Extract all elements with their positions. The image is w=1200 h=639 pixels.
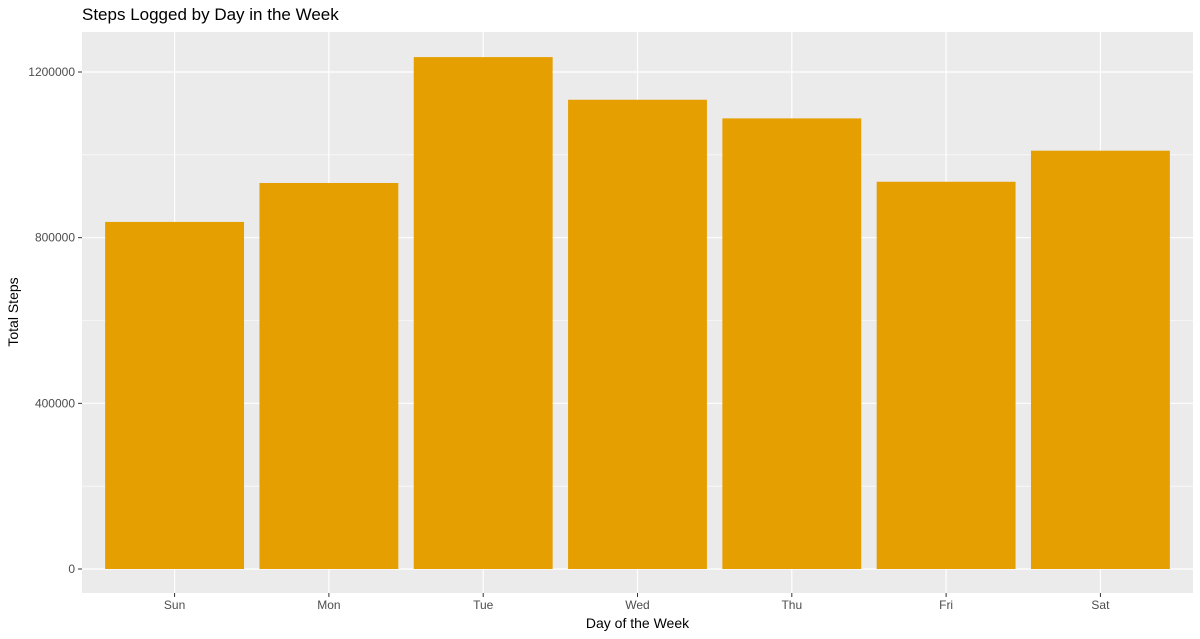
y-axis-title: Total Steps <box>5 277 21 346</box>
chart-title: Steps Logged by Day in the Week <box>82 5 339 24</box>
bars <box>105 57 1170 570</box>
x-tick-label: Mon <box>317 598 340 612</box>
bar-thu <box>722 118 862 570</box>
y-tick-label: 0 <box>68 562 75 576</box>
y-tick-label: 1200000 <box>28 65 75 79</box>
bar-wed <box>568 99 707 569</box>
x-tick-label: Tue <box>473 598 494 612</box>
x-tick-label: Thu <box>781 598 802 612</box>
bar-mon <box>259 182 399 569</box>
y-axis: 0 400000 800000 1200000 <box>28 65 82 576</box>
bar-fri <box>876 181 1016 570</box>
x-tick-label: Wed <box>625 598 649 612</box>
x-axis-title: Day of the Week <box>586 615 690 631</box>
x-axis: Sun Mon Tue Wed Thu Fri Sat <box>164 593 1110 612</box>
x-tick-label: Fri <box>939 598 953 612</box>
y-tick-label: 800000 <box>35 231 75 245</box>
x-tick-label: Sat <box>1091 598 1110 612</box>
bar-tue <box>413 57 553 570</box>
x-tick-label: Sun <box>164 598 185 612</box>
bar-sun <box>105 221 245 569</box>
bar-sat <box>1030 150 1170 570</box>
y-tick-label: 400000 <box>35 396 75 410</box>
